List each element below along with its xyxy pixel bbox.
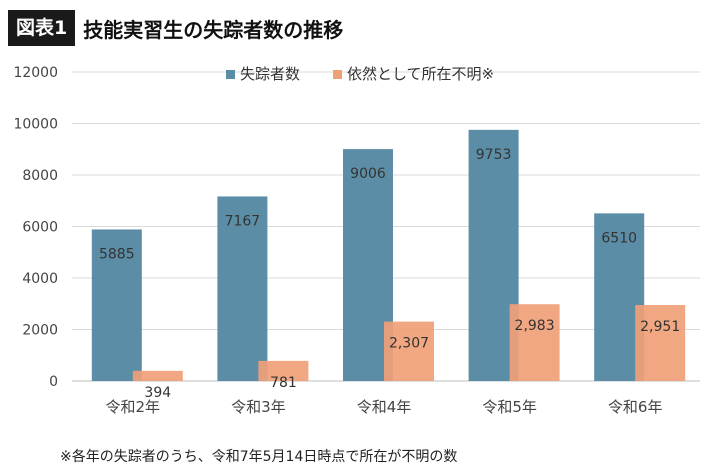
figure-badge: 図表1 — [8, 10, 76, 46]
legend-label-0: 失踪者数 — [240, 65, 300, 83]
data-label-unknown-4: 2,951 — [640, 319, 680, 335]
bar-missing-0 — [91, 229, 142, 381]
chart-title: 技能実習生の失踪者数の推移 — [83, 17, 344, 42]
y-tick-label-2: 4000 — [22, 271, 58, 287]
y-tick-label-1: 2000 — [22, 323, 58, 339]
y-tick-label-0: 0 — [49, 374, 58, 390]
x-tick-label-2: 令和4年 — [357, 398, 412, 416]
x-tick-label-1: 令和3年 — [231, 398, 286, 416]
data-label-unknown-2: 2,307 — [389, 336, 429, 352]
bar-unknown-2 — [384, 321, 434, 381]
data-label-unknown-0: 394 — [144, 385, 171, 401]
y-tick-label-6: 12000 — [13, 65, 58, 81]
x-tick-label-4: 令和6年 — [608, 398, 663, 416]
figure-header: 図表1 技能実習生の失踪者数の推移 — [8, 10, 343, 46]
data-label-unknown-1: 781 — [270, 375, 297, 391]
y-tick-label-3: 6000 — [22, 220, 58, 236]
bar-unknown-3 — [509, 304, 560, 381]
data-label-missing-4: 6510 — [601, 230, 637, 246]
x-tick-label-3: 令和5年 — [482, 398, 537, 416]
data-label-missing-1: 7167 — [225, 213, 261, 229]
data-label-missing-0: 5885 — [99, 246, 135, 262]
y-tick-label-5: 10000 — [13, 117, 58, 133]
legend-swatch-1 — [333, 70, 342, 79]
bar-unknown-1 — [258, 360, 309, 381]
y-tick-label-4: 8000 — [22, 168, 58, 184]
bar-unknown-0 — [132, 370, 183, 381]
x-tick-label-0: 令和2年 — [106, 398, 161, 416]
data-label-missing-2: 9006 — [350, 166, 386, 182]
data-label-unknown-3: 2,983 — [515, 318, 555, 334]
footnote: ※各年の失踪者のうち、令和7年5月14日時点で所在が不明の数 — [60, 449, 458, 465]
data-label-missing-3: 9753 — [476, 147, 512, 163]
bar-missing-1 — [217, 196, 268, 381]
legend-label-1: 依然として所在不明※ — [347, 65, 494, 83]
legend-swatch-0 — [226, 70, 235, 79]
bar-unknown-4 — [635, 305, 686, 381]
